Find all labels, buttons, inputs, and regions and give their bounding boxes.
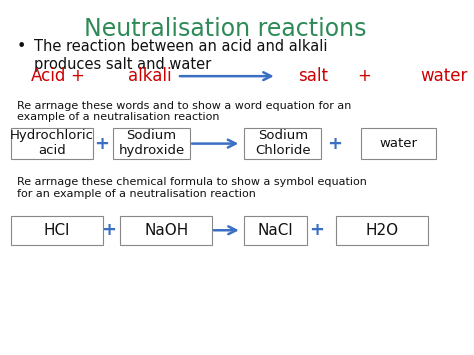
Text: +: +: [357, 67, 371, 85]
Text: The reaction between an acid and alkali
produces salt and water: The reaction between an acid and alkali …: [34, 39, 327, 72]
Text: NaCl: NaCl: [258, 223, 293, 238]
Text: HCl: HCl: [44, 223, 70, 238]
FancyBboxPatch shape: [11, 128, 93, 159]
FancyBboxPatch shape: [11, 216, 103, 245]
Text: Acid: Acid: [31, 67, 67, 85]
Text: alkali: alkali: [128, 67, 172, 85]
Text: +: +: [310, 221, 325, 239]
Text: Re arrnage these chemical formula to show a symbol equation
for an example of a : Re arrnage these chemical formula to sho…: [17, 178, 366, 199]
Text: +: +: [101, 221, 117, 239]
Text: Re arrnage these words and to show a word equation for an
example of a neutralis: Re arrnage these words and to show a wor…: [17, 100, 351, 122]
Text: water: water: [379, 137, 417, 150]
Text: +: +: [328, 135, 342, 153]
Text: Sodium
hydroxide: Sodium hydroxide: [118, 130, 185, 157]
Text: Hydrochloric
acid: Hydrochloric acid: [10, 130, 94, 157]
Text: •: •: [17, 39, 26, 54]
FancyBboxPatch shape: [113, 128, 190, 159]
Text: +: +: [94, 135, 109, 153]
Text: H2O: H2O: [366, 223, 399, 238]
Text: NaOH: NaOH: [144, 223, 188, 238]
FancyBboxPatch shape: [337, 216, 428, 245]
Text: water: water: [420, 67, 467, 85]
FancyBboxPatch shape: [120, 216, 212, 245]
FancyBboxPatch shape: [361, 128, 436, 159]
Text: +: +: [70, 67, 84, 85]
Text: Sodium
Chloride: Sodium Chloride: [255, 130, 310, 157]
FancyBboxPatch shape: [244, 216, 307, 245]
Text: salt: salt: [299, 67, 328, 85]
FancyBboxPatch shape: [244, 128, 321, 159]
Text: Neutralisation reactions: Neutralisation reactions: [84, 17, 367, 41]
